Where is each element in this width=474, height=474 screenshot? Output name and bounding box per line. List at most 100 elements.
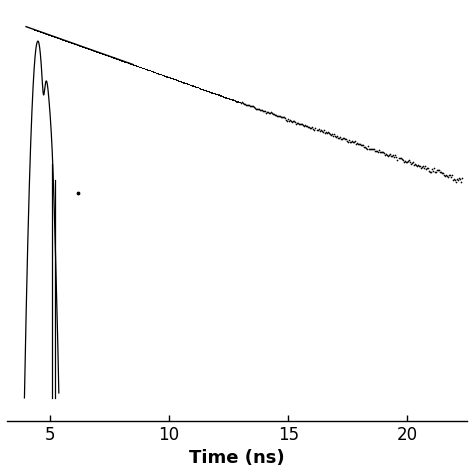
- Point: [147, 67, 155, 74]
- Point: [38, 28, 46, 36]
- Point: [102, 51, 110, 59]
- Point: [152, 69, 160, 76]
- Point: [165, 73, 173, 81]
- Point: [82, 44, 90, 52]
- Point: [91, 47, 98, 55]
- Point: [68, 39, 76, 47]
- Point: [136, 64, 144, 71]
- Point: [159, 71, 166, 79]
- Point: [89, 46, 97, 54]
- Point: [105, 52, 112, 60]
- Point: [329, 132, 337, 139]
- Point: [151, 69, 158, 76]
- Point: [70, 40, 78, 47]
- Point: [236, 98, 243, 106]
- Point: [167, 74, 174, 82]
- Point: [77, 42, 84, 50]
- Point: [63, 37, 71, 45]
- Point: [41, 30, 49, 37]
- Point: [32, 27, 40, 34]
- Point: [67, 38, 74, 46]
- Point: [128, 60, 136, 68]
- Point: [83, 45, 91, 52]
- Point: [91, 47, 99, 55]
- Point: [141, 65, 149, 73]
- Point: [156, 71, 164, 78]
- Point: [260, 107, 268, 114]
- Point: [61, 36, 69, 44]
- Point: [100, 50, 107, 58]
- Point: [54, 34, 62, 42]
- Point: [72, 40, 80, 48]
- Point: [137, 64, 144, 71]
- Point: [98, 49, 105, 57]
- Point: [169, 75, 177, 82]
- Point: [398, 155, 405, 163]
- Point: [104, 52, 111, 59]
- Point: [41, 29, 48, 37]
- Point: [95, 48, 102, 56]
- Point: [233, 97, 240, 105]
- Point: [75, 42, 83, 49]
- Point: [47, 32, 55, 39]
- Point: [40, 29, 48, 37]
- Point: [105, 52, 112, 60]
- Point: [76, 42, 84, 49]
- Point: [192, 83, 200, 91]
- Point: [119, 57, 127, 65]
- Point: [99, 50, 106, 57]
- Point: [178, 78, 186, 85]
- Point: [233, 98, 240, 105]
- Point: [77, 42, 84, 50]
- Point: [41, 29, 49, 37]
- Point: [219, 93, 227, 100]
- Point: [84, 45, 91, 52]
- Point: [182, 79, 189, 87]
- Point: [34, 27, 42, 35]
- Point: [47, 32, 55, 39]
- Point: [86, 46, 93, 53]
- Point: [50, 33, 58, 40]
- Point: [31, 26, 38, 34]
- Point: [83, 45, 91, 52]
- Point: [201, 86, 208, 93]
- Point: [31, 26, 39, 34]
- Point: [81, 44, 88, 51]
- Point: [106, 52, 113, 60]
- Point: [221, 94, 229, 101]
- Point: [34, 27, 41, 35]
- Point: [331, 132, 338, 140]
- Point: [59, 36, 67, 44]
- Point: [181, 79, 189, 87]
- Point: [56, 35, 64, 42]
- Point: [34, 27, 41, 35]
- Point: [66, 38, 73, 46]
- Point: [357, 141, 365, 148]
- Point: [75, 42, 83, 49]
- Point: [313, 126, 320, 133]
- Point: [97, 49, 105, 57]
- Point: [213, 91, 220, 98]
- Point: [211, 90, 219, 98]
- Point: [103, 51, 110, 59]
- Point: [78, 43, 85, 50]
- Point: [93, 48, 101, 55]
- Point: [326, 130, 333, 138]
- Point: [96, 49, 103, 56]
- Point: [46, 31, 54, 39]
- Point: [36, 28, 44, 36]
- Point: [36, 28, 44, 36]
- Point: [36, 27, 43, 35]
- Point: [46, 31, 53, 39]
- Point: [52, 33, 59, 41]
- Point: [59, 36, 67, 44]
- Point: [176, 77, 184, 85]
- Point: [34, 27, 41, 35]
- Point: [37, 28, 45, 36]
- Point: [73, 41, 81, 48]
- Point: [51, 33, 58, 40]
- Point: [40, 29, 48, 37]
- Point: [447, 172, 454, 179]
- Point: [100, 50, 108, 58]
- Point: [73, 41, 81, 48]
